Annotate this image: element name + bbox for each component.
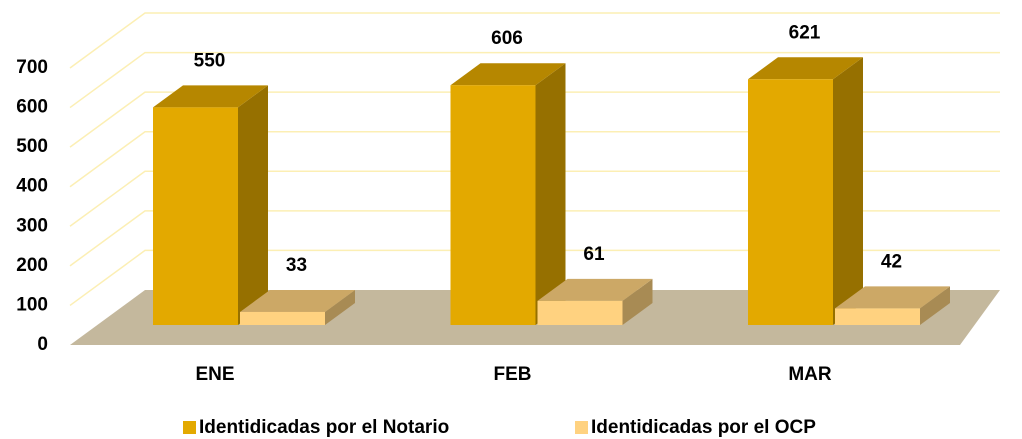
bar [537,300,623,325]
data-label: 61 [583,244,605,265]
bar-side [535,63,566,325]
grid-line [69,130,1000,188]
grid-line [69,210,1000,267]
bar-top [450,63,566,86]
bar-side [238,85,268,325]
grid-line [69,249,1000,307]
legend-label: Identidicadas por el OCP [591,417,816,438]
grid-line [69,91,1000,148]
bar [240,311,325,325]
grid-line [69,51,1000,109]
grid-line [69,12,1000,69]
grid-line [69,170,1000,227]
y-tick-label: 0 [37,334,48,355]
legend-label: Identidicadas por el Notario [199,417,449,438]
data-label: 606 [491,28,523,49]
bar-top [835,286,950,309]
y-tick-label: 600 [16,97,48,118]
data-label: 33 [286,255,307,276]
bar-top [748,57,863,80]
bar-side [325,289,355,325]
bar-top [153,85,268,108]
bar-side [833,57,863,326]
bar [835,308,920,325]
data-label: 550 [194,50,226,71]
y-tick-label: 500 [16,136,48,157]
y-tick-label: 400 [16,176,48,197]
x-tick-label: FEB [494,364,532,385]
bar-side [622,278,653,325]
bar-side [920,286,950,325]
bar-top [240,289,355,312]
legend-marker [575,421,588,434]
x-tick-label: ENE [195,364,234,385]
x-tick-label: MAR [788,364,832,385]
bar [748,79,833,325]
y-tick-label: 300 [16,215,48,236]
bar [153,107,238,325]
y-tick-label: 200 [16,255,48,276]
bar-top [537,278,653,301]
data-label: 621 [789,22,821,43]
bar [450,85,536,325]
data-label: 42 [881,251,902,272]
legend-marker [183,421,196,434]
y-tick-label: 700 [16,57,48,78]
y-tick-label: 100 [16,294,48,315]
